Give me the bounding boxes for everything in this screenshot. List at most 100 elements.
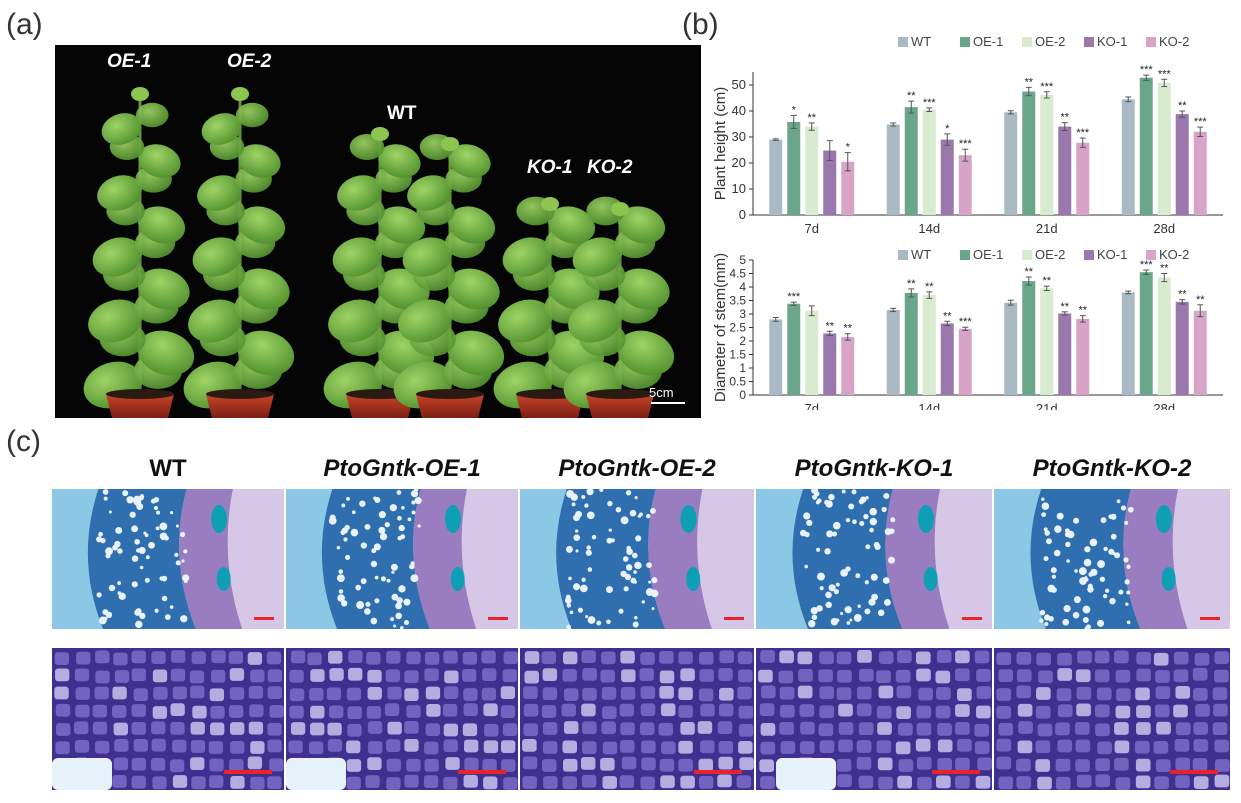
cell	[288, 740, 303, 754]
cell	[462, 651, 478, 665]
cell	[112, 686, 127, 700]
xylem-region	[1030, 489, 1141, 629]
vessel-cell	[345, 554, 351, 560]
cell	[209, 758, 224, 772]
vessel-cell	[828, 584, 836, 592]
cell	[55, 668, 70, 682]
bar	[1193, 310, 1207, 395]
cell	[113, 722, 128, 736]
cell	[661, 741, 676, 755]
vessel-cell	[1054, 525, 1062, 533]
legend-swatch	[1084, 250, 1094, 260]
bar	[1139, 272, 1153, 395]
scale-bar	[932, 770, 980, 774]
fiber-cap	[216, 567, 231, 591]
cell	[897, 650, 912, 664]
vessel-cell	[859, 520, 865, 526]
vessel-cell	[403, 620, 409, 626]
cell	[1057, 704, 1073, 718]
legend-label: KO-1	[1097, 34, 1127, 49]
cell	[1175, 722, 1191, 736]
cell	[1114, 650, 1129, 664]
cell	[876, 670, 891, 684]
cell-detail-image	[994, 648, 1230, 790]
cell	[307, 652, 322, 666]
vessel-cell	[587, 567, 593, 572]
vessel-cell	[1099, 576, 1106, 582]
cell	[581, 650, 596, 663]
vessel-cell	[1126, 620, 1131, 625]
cell	[289, 669, 304, 683]
cell	[92, 704, 108, 718]
cell	[346, 740, 361, 754]
bar	[886, 124, 900, 215]
cell	[426, 703, 441, 717]
vessel-cell	[581, 495, 586, 500]
leaf	[192, 237, 242, 277]
cell	[75, 687, 90, 700]
cell	[739, 757, 754, 770]
cell	[719, 650, 734, 664]
cell	[1095, 723, 1110, 737]
cell	[1136, 651, 1152, 665]
vessel-cell	[350, 528, 359, 537]
cell	[250, 741, 265, 754]
y-tick-label: 0	[739, 388, 746, 402]
cell	[133, 688, 148, 702]
cell	[1136, 668, 1151, 682]
cell	[1195, 704, 1210, 717]
vessel-cell	[839, 611, 844, 616]
leaf	[448, 206, 496, 244]
cell	[192, 705, 207, 719]
vessel-cell	[148, 541, 155, 549]
cell	[1154, 704, 1170, 718]
vessel-cell	[114, 540, 121, 548]
cell	[601, 651, 616, 665]
vessel-cell	[804, 564, 809, 569]
vessel-cell	[646, 562, 652, 568]
vessel-cell	[1048, 616, 1054, 622]
bar	[1121, 292, 1135, 395]
vessel-cell	[1097, 560, 1105, 569]
cell	[1175, 775, 1190, 789]
cell	[424, 652, 440, 665]
cell	[780, 741, 796, 754]
significance-mark: **	[1160, 263, 1169, 275]
legend: WT OE-1 OE-2 KO-1 KO-2	[898, 247, 1189, 262]
cell	[1173, 669, 1189, 683]
cell	[172, 775, 188, 788]
cell	[131, 775, 146, 789]
vessel-cell	[845, 566, 851, 572]
vessel-cell	[1039, 618, 1044, 623]
cell	[974, 723, 990, 737]
cell	[329, 668, 344, 681]
cell	[1193, 687, 1208, 701]
cell	[1115, 777, 1131, 790]
cell-detail-image	[756, 648, 992, 790]
cell	[151, 651, 166, 664]
vessel-cell	[364, 523, 371, 530]
cell	[152, 706, 168, 719]
leaf	[617, 268, 670, 310]
cell	[347, 723, 362, 737]
vessel-cell	[139, 565, 144, 570]
cell	[602, 706, 617, 719]
label-ko-2: KO-2	[587, 157, 633, 178]
vessel-cell	[881, 506, 887, 513]
y-tick-label: 1	[739, 361, 746, 375]
leaf	[137, 268, 190, 310]
cell	[250, 776, 265, 790]
vessel-cell	[1062, 618, 1070, 626]
vessel-cell	[411, 500, 416, 505]
cell	[977, 757, 992, 771]
cell	[680, 722, 695, 735]
cell	[779, 650, 794, 664]
cell	[878, 685, 894, 699]
cell	[955, 650, 970, 664]
x-tick-label: 7d	[805, 221, 819, 236]
cell	[936, 650, 952, 663]
xylem-region	[321, 489, 430, 629]
vessel-cell	[566, 624, 571, 629]
vessel-cell	[374, 598, 380, 604]
vessel-cell	[568, 576, 572, 581]
